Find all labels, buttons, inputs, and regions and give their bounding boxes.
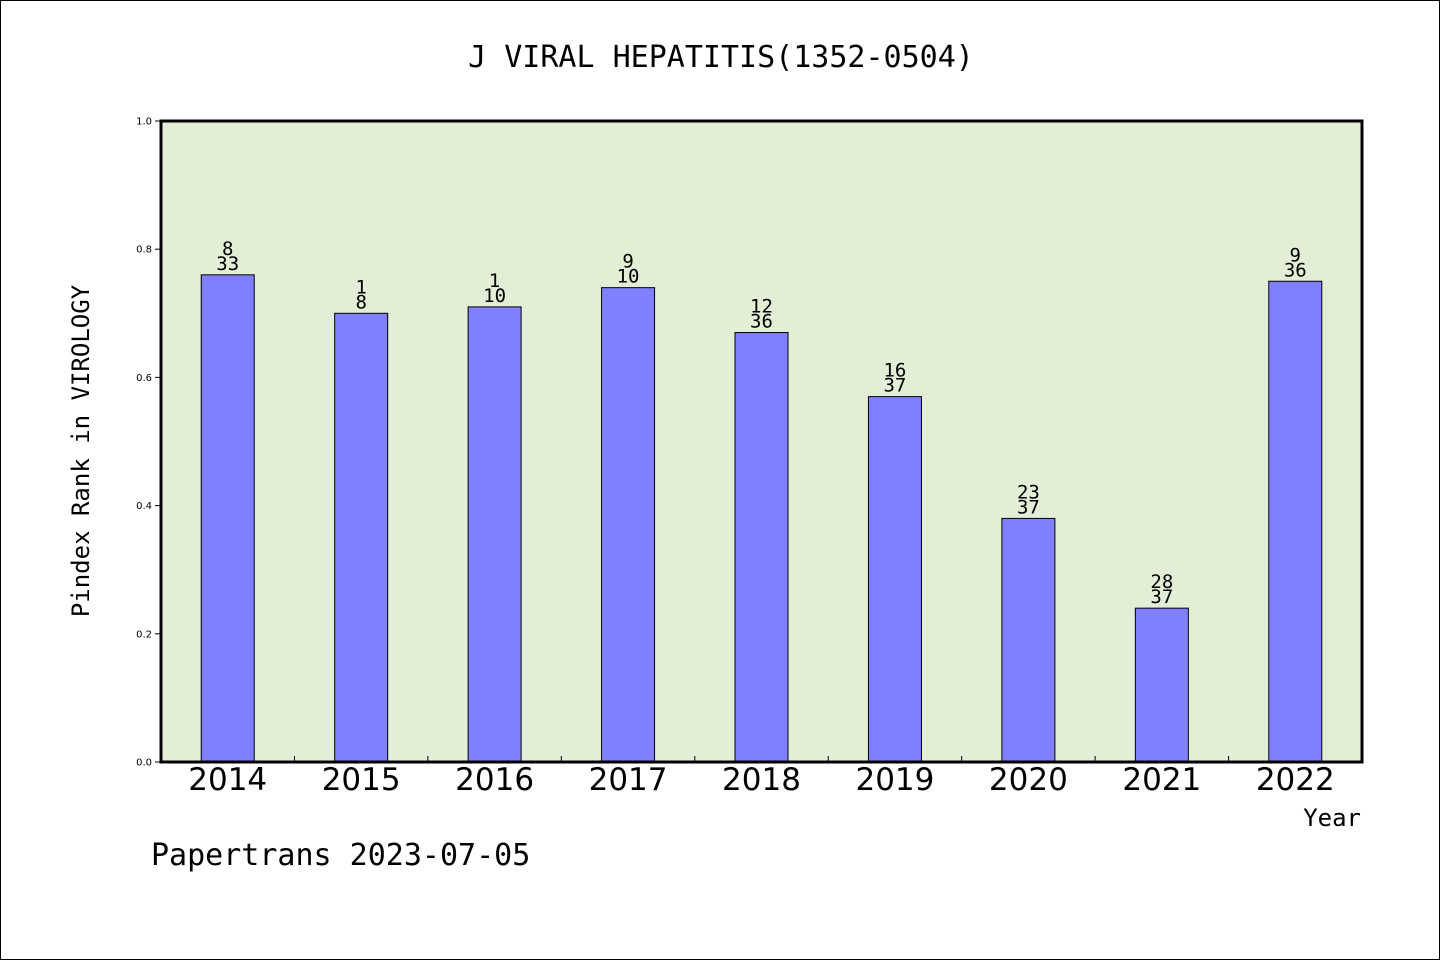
bar-label-bottom-2016: 10 xyxy=(483,285,506,307)
bar-2017 xyxy=(601,287,656,763)
x-tick-label-2017: 2017 xyxy=(589,762,668,798)
bar-label-bottom-2019: 37 xyxy=(883,375,906,397)
bar-2015 xyxy=(334,312,389,763)
bar-label-bottom-2015: 8 xyxy=(355,291,366,313)
bar-label-top-2021: 28 xyxy=(1150,571,1173,593)
x-tick-label-2022: 2022 xyxy=(1256,762,1335,798)
bar-label-top-2019: 16 xyxy=(883,360,906,382)
y-tick-label: 0.2 xyxy=(136,629,152,640)
bar-label-top-2017: 9 xyxy=(622,251,633,273)
chart-title: J VIRAL HEPATITIS(1352-0504) xyxy=(468,40,974,75)
bar-label-top-2022: 9 xyxy=(1290,244,1301,266)
y-tick-label: 1.0 xyxy=(136,117,152,128)
bar-2021 xyxy=(1134,607,1189,763)
x-tick-label-2019: 2019 xyxy=(855,762,934,798)
bar-2018 xyxy=(734,332,789,763)
y-tick-label: 0.0 xyxy=(136,758,152,769)
bar-2016 xyxy=(467,306,522,763)
y-tick-label: 0.4 xyxy=(136,501,152,512)
bar-label-bottom-2018: 36 xyxy=(750,311,773,333)
x-tick-label-2021: 2021 xyxy=(1122,762,1201,798)
bar-label-top-2014: 8 xyxy=(222,238,233,260)
y-axis-label: Pindex Rank in VIROLOGY xyxy=(67,284,95,617)
x-axis-label: Year xyxy=(1303,804,1361,832)
bar-label-top-2016: 1 xyxy=(489,270,500,292)
x-tick-label-2015: 2015 xyxy=(322,762,401,798)
x-tick-label-2020: 2020 xyxy=(989,762,1068,798)
bar-label-top-2020: 23 xyxy=(1017,481,1040,503)
y-tick-label: 0.6 xyxy=(136,373,152,384)
bar-label-bottom-2021: 37 xyxy=(1150,586,1173,608)
bar-label-bottom-2017: 10 xyxy=(617,266,640,288)
x-tick-label-2018: 2018 xyxy=(722,762,801,798)
y-axis: 0.0 0.2 0.4 0.6 0.8 1.0 xyxy=(136,117,161,769)
footer-credit: Papertrans 2023-07-05 xyxy=(151,838,530,873)
y-tick-label: 0.8 xyxy=(136,245,152,256)
plot-border xyxy=(159,119,1364,764)
x-tick-label-2014: 2014 xyxy=(188,762,267,798)
bars-group xyxy=(200,274,1323,763)
bar-label-top-2015: 1 xyxy=(355,276,366,298)
bar-2020 xyxy=(1001,517,1056,763)
bar-2019 xyxy=(867,396,922,763)
x-tick-label-2016: 2016 xyxy=(455,762,534,798)
bar-2014 xyxy=(200,274,255,763)
bar-label-bottom-2014: 33 xyxy=(216,253,239,275)
x-axis: 2014 2015 2016 2017 2018 2019 2020 2021 2022 xyxy=(188,756,1335,798)
bar-label-bottom-2020: 37 xyxy=(1017,496,1040,518)
bar-2022 xyxy=(1268,280,1323,763)
bar-label-top-2018: 12 xyxy=(750,296,773,318)
bar-label-bottom-2022: 36 xyxy=(1284,259,1307,281)
